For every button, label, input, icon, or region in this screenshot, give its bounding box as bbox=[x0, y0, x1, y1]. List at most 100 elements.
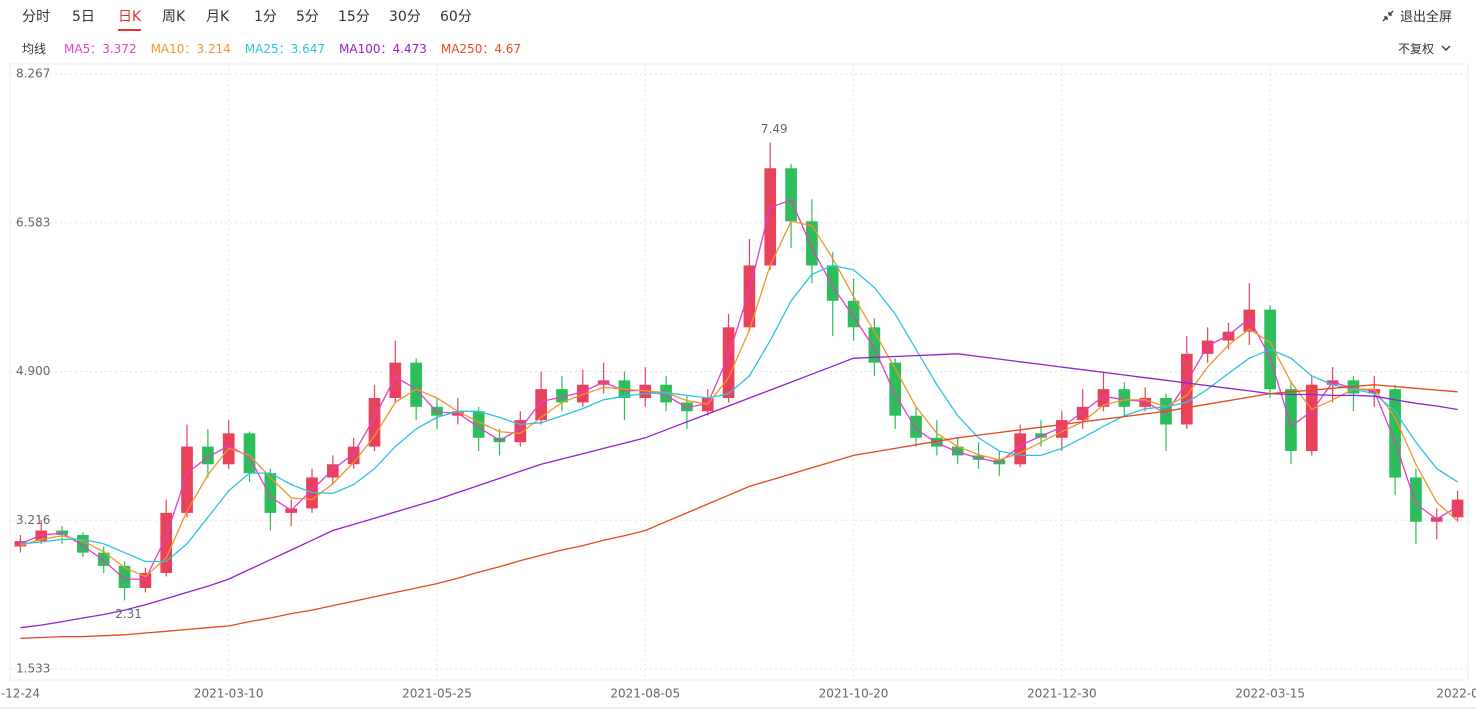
y-tick-label: 6.583 bbox=[16, 215, 50, 229]
candle-body bbox=[1139, 398, 1151, 407]
candle-body bbox=[931, 437, 943, 447]
candle-body bbox=[1097, 389, 1110, 407]
candle-body bbox=[472, 411, 485, 438]
plot-frame bbox=[9, 63, 1469, 681]
legend-value: 4.67 bbox=[494, 42, 522, 56]
candle-body bbox=[368, 398, 381, 447]
period-tab[interactable]: 分时 bbox=[22, 9, 50, 25]
period-tab[interactable]: 日K bbox=[118, 6, 142, 31]
legend-item: MA5：3.372 bbox=[64, 40, 137, 57]
legend-value: 3.647 bbox=[290, 42, 326, 56]
candle-body bbox=[514, 420, 527, 443]
candle-body bbox=[35, 530, 48, 542]
candle-body bbox=[826, 265, 839, 301]
candle-body bbox=[556, 389, 568, 403]
candle-body bbox=[1056, 420, 1068, 438]
legend-separator: ： bbox=[278, 42, 291, 56]
candle-body bbox=[722, 327, 735, 399]
exit-fullscreen[interactable]: 退出全屏 bbox=[1382, 6, 1452, 25]
legend-name: MA10 bbox=[150, 42, 185, 56]
ma-label: 均线 bbox=[22, 42, 47, 56]
period-tab[interactable]: 月K bbox=[206, 9, 230, 25]
period-toolbar: 退出全屏 分时 5日 日K 周K 月K 1分 5分 15分 30分 60分 bbox=[0, 0, 1476, 32]
candle-body bbox=[1305, 384, 1318, 452]
candle-body bbox=[118, 565, 131, 588]
ma-line bbox=[20, 220, 1459, 578]
legend-value: 3.214 bbox=[196, 42, 231, 56]
legend-separator: ： bbox=[184, 42, 197, 56]
chevron bbox=[1441, 45, 1451, 51]
candle-body bbox=[139, 572, 152, 588]
ma-legend-row: 均线 MA5：3.372 MA10：3.214 MA25：3.647 MA100：4.… bbox=[0, 36, 1476, 60]
x-tick-label: 2021-05-25 bbox=[402, 687, 472, 701]
period-tab[interactable]: 15分 bbox=[338, 9, 370, 25]
legend-item: MA10：3.214 bbox=[151, 40, 231, 57]
candle-body bbox=[868, 327, 881, 363]
candle-body bbox=[327, 464, 339, 478]
y-tick-label: 8.267 bbox=[16, 67, 50, 81]
period-tab[interactable]: 30分 bbox=[389, 9, 421, 25]
candle-body bbox=[806, 221, 818, 266]
min-label: 2.31 bbox=[115, 607, 142, 621]
candle-body bbox=[1222, 331, 1235, 341]
candle-body bbox=[1076, 406, 1089, 421]
legend-item: MA25：3.647 bbox=[245, 40, 325, 57]
period-tab[interactable]: 1分 bbox=[254, 9, 277, 25]
legend-separator: ： bbox=[482, 42, 495, 56]
y-tick-label: 3.216 bbox=[16, 513, 50, 527]
exit-label: 退出全屏 bbox=[1400, 10, 1453, 25]
candle-body bbox=[785, 168, 797, 222]
y-tick-label: 1.533 bbox=[16, 662, 50, 676]
period-tab[interactable]: 5日 bbox=[72, 9, 95, 25]
candle-body bbox=[77, 534, 89, 553]
candle-body bbox=[243, 433, 256, 474]
x-tick-label: 2021-12-30 bbox=[1027, 687, 1097, 701]
x-tick-label: -12-24 bbox=[1, 687, 40, 701]
candle-body bbox=[764, 168, 777, 266]
period-tab[interactable]: 5分 bbox=[296, 9, 319, 25]
adjust-menu[interactable]: 不复权 bbox=[1398, 40, 1452, 57]
period-tab[interactable]: 60分 bbox=[440, 9, 472, 25]
legend-value: 4.473 bbox=[392, 42, 427, 56]
x-tick-label: 2021-03-10 bbox=[194, 687, 264, 701]
candle-body bbox=[1410, 477, 1422, 522]
candle-body bbox=[1201, 340, 1214, 354]
candle-body bbox=[660, 384, 672, 403]
x-tick-label: 2022-0 bbox=[1436, 687, 1476, 701]
candle-body bbox=[1118, 389, 1131, 407]
candle-body bbox=[1285, 389, 1297, 452]
candle-body bbox=[847, 300, 860, 328]
legend-item: MA100：4.473 bbox=[339, 40, 427, 57]
x-tick-label: 2021-10-20 bbox=[819, 687, 889, 701]
ma-line bbox=[20, 264, 1458, 563]
candle-body bbox=[202, 446, 214, 465]
adjust-label: 不复权 bbox=[1398, 42, 1435, 56]
legend-separator: ： bbox=[380, 42, 393, 56]
period-tab[interactable]: 周K bbox=[162, 9, 186, 25]
legend-name: MA5 bbox=[64, 42, 91, 56]
candle-body bbox=[181, 446, 193, 513]
candle-body bbox=[910, 415, 922, 438]
exit-icon bbox=[1382, 10, 1394, 22]
candle-body bbox=[1014, 433, 1027, 465]
candle-body bbox=[951, 446, 964, 456]
x-tick-label: 2022-03-15 bbox=[1235, 687, 1305, 701]
ma-line bbox=[20, 353, 1458, 629]
ma-line bbox=[20, 384, 1458, 639]
ma-line bbox=[20, 199, 1458, 580]
max-label: 7.49 bbox=[761, 122, 788, 136]
candle-body bbox=[1180, 353, 1193, 425]
candle-body bbox=[743, 265, 756, 328]
y-tick-label: 4.900 bbox=[16, 364, 50, 378]
candle-body bbox=[1451, 499, 1464, 518]
candle-body bbox=[410, 362, 422, 407]
legend-separator: ： bbox=[90, 42, 103, 56]
candle-body bbox=[97, 552, 110, 566]
candle-body bbox=[160, 512, 173, 573]
legend-item: MA250：4.67 bbox=[441, 40, 521, 57]
candle-body bbox=[535, 389, 547, 421]
candle-body bbox=[576, 384, 589, 403]
legend-name: MA25 bbox=[244, 42, 279, 56]
